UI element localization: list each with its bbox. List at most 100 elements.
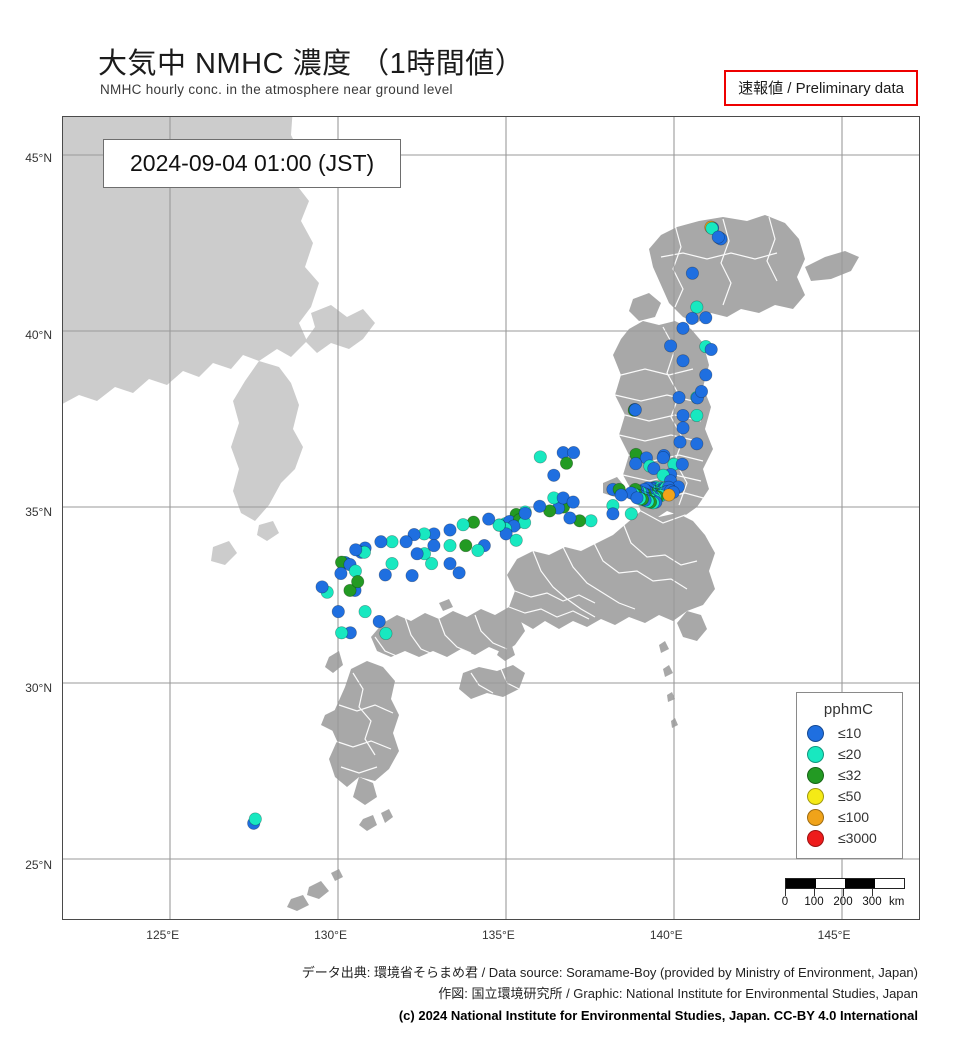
- station-point[interactable]: [533, 499, 547, 513]
- station-point[interactable]: [348, 564, 362, 578]
- legend-color-swatch: [807, 829, 824, 847]
- station-point[interactable]: [694, 384, 709, 399]
- map-canvas[interactable]: [63, 117, 919, 919]
- station-point[interactable]: [662, 488, 676, 502]
- continent-landmass: [63, 117, 375, 565]
- legend-color-swatch: [807, 808, 824, 826]
- scale-segment: [874, 879, 904, 888]
- station-point[interactable]: [711, 230, 725, 244]
- station-point[interactable]: [567, 446, 581, 460]
- station-point[interactable]: [331, 605, 345, 619]
- timestamp-label: 2024-09-04 01:00 (JST): [103, 139, 402, 188]
- station-points-layer[interactable]: [247, 220, 728, 830]
- station-point[interactable]: [566, 495, 580, 509]
- station-point[interactable]: [425, 557, 439, 571]
- scale-segment: [845, 879, 875, 888]
- footer-data-source: データ出典: 環境省そらまめ君 / Data source: Soramame-…: [301, 965, 918, 980]
- station-point[interactable]: [629, 457, 643, 471]
- station-point[interactable]: [492, 518, 506, 532]
- station-point[interactable]: [533, 450, 547, 464]
- latitude-tick-label: 30°N: [25, 681, 52, 696]
- scale-bar-label: 100: [804, 896, 824, 908]
- station-point[interactable]: [685, 266, 699, 280]
- latitude-tick-label: 35°N: [25, 504, 52, 519]
- station-point[interactable]: [399, 535, 413, 549]
- legend-item-label: ≤10: [838, 725, 862, 741]
- station-point[interactable]: [675, 457, 689, 471]
- station-point[interactable]: [676, 354, 690, 368]
- station-point[interactable]: [518, 506, 532, 520]
- station-point[interactable]: [673, 435, 687, 449]
- station-point[interactable]: [656, 451, 670, 465]
- station-point[interactable]: [315, 580, 329, 594]
- station-point[interactable]: [358, 605, 372, 619]
- station-point[interactable]: [704, 342, 718, 357]
- station-point[interactable]: [559, 456, 574, 470]
- legend-item-label: ≤20: [838, 746, 862, 762]
- station-point[interactable]: [334, 566, 348, 581]
- station-point[interactable]: [690, 437, 704, 451]
- station-point[interactable]: [699, 311, 713, 325]
- station-point[interactable]: [672, 390, 686, 405]
- station-point[interactable]: [349, 543, 363, 557]
- station-point[interactable]: [343, 583, 357, 597]
- station-point[interactable]: [471, 543, 485, 558]
- scale-bar-label: 0: [781, 896, 789, 908]
- station-point[interactable]: [248, 812, 262, 826]
- longitude-tick-label: 140°E: [649, 928, 683, 942]
- map-plot-area[interactable]: 2024-09-04 01:00 (JST) pphmC ≤10 ≤20 ≤32 ≤5…: [62, 116, 920, 920]
- station-point[interactable]: [405, 569, 419, 583]
- station-point[interactable]: [379, 626, 393, 641]
- station-point[interactable]: [482, 512, 496, 526]
- station-point[interactable]: [647, 461, 661, 476]
- station-point[interactable]: [427, 539, 441, 553]
- longitude-tick-label: 130°E: [314, 928, 347, 942]
- station-point[interactable]: [676, 321, 690, 335]
- station-point[interactable]: [443, 539, 457, 553]
- station-point[interactable]: [690, 408, 704, 423]
- station-point[interactable]: [335, 626, 349, 640]
- station-point[interactable]: [624, 507, 638, 521]
- station-point[interactable]: [443, 523, 457, 537]
- station-point[interactable]: [410, 547, 424, 561]
- station-point[interactable]: [628, 403, 642, 417]
- station-point[interactable]: [563, 511, 577, 525]
- station-point[interactable]: [407, 528, 421, 542]
- station-point[interactable]: [443, 557, 457, 571]
- station-point[interactable]: [374, 535, 388, 549]
- preliminary-data-badge: 速報値 / Preliminary data: [724, 70, 918, 106]
- station-point[interactable]: [690, 300, 704, 314]
- station-point[interactable]: [676, 421, 690, 435]
- station-point[interactable]: [385, 535, 399, 549]
- station-point[interactable]: [456, 518, 470, 532]
- station-point[interactable]: [664, 339, 678, 353]
- station-point[interactable]: [614, 488, 628, 502]
- station-point[interactable]: [509, 533, 523, 547]
- station-point[interactable]: [705, 221, 719, 235]
- legend-item: ≤10: [807, 723, 890, 743]
- legend-title: pphmC: [823, 701, 874, 718]
- station-point[interactable]: [499, 527, 513, 541]
- station-point[interactable]: [459, 539, 473, 553]
- station-point[interactable]: [372, 614, 386, 629]
- scale-segment: [786, 879, 816, 888]
- legend-color-swatch: [807, 787, 824, 805]
- legend-items: ≤10 ≤20 ≤32 ≤50 ≤100 ≤3000: [807, 723, 890, 848]
- legend-panel: pphmC ≤10 ≤20 ≤32 ≤50 ≤100 ≤3000: [796, 692, 903, 859]
- station-point[interactable]: [584, 514, 598, 528]
- station-point[interactable]: [452, 566, 466, 580]
- legend-item-label: ≤3000: [838, 830, 877, 846]
- station-point[interactable]: [547, 468, 561, 482]
- station-point[interactable]: [630, 491, 644, 505]
- station-point[interactable]: [378, 568, 392, 582]
- legend-item: ≤100: [807, 807, 890, 827]
- station-point[interactable]: [606, 507, 620, 521]
- station-point[interactable]: [699, 368, 713, 382]
- station-point[interactable]: [676, 408, 690, 423]
- scale-bar-labels: km 0 100 200 300: [781, 896, 905, 911]
- station-point[interactable]: [385, 557, 399, 571]
- station-point[interactable]: [351, 575, 365, 589]
- legend-color-swatch: [807, 745, 824, 763]
- station-point[interactable]: [685, 311, 699, 325]
- longitude-tick-label: 135°E: [481, 928, 515, 942]
